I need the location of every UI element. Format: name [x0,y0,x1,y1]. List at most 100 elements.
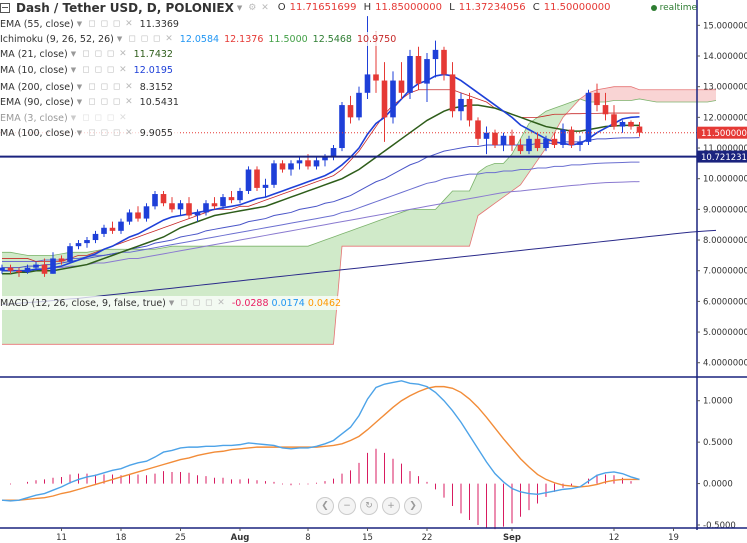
candle-body [7,267,14,271]
candle-body [432,49,439,60]
kumo-cloud-segment [418,209,427,247]
kumo-cloud-segment [503,154,512,198]
candle-body [237,190,243,201]
ohlc-values: O 11.71651699 H 11.85000000 L 11.37234056 C… [277,2,611,13]
zoom-in-icon[interactable]: + [382,497,400,515]
kumo-cloud-segment [197,246,206,345]
chevron-down-icon[interactable]: ▼ [70,114,77,122]
candle-body [186,203,192,216]
candle-body [585,92,592,142]
indicator-label[interactable]: MA (21, close) [0,48,68,60]
time-tick-label: 11 [56,533,67,543]
kumo-cloud-segment [427,209,436,247]
indicator-value: 12.0584 [179,33,220,45]
chevron-down-icon[interactable]: ▼ [76,129,83,137]
candle-body [75,243,82,247]
kumo-cloud-segment [520,123,529,185]
kumo-cloud-segment [350,227,359,247]
realtime-indicator: realtime [650,3,697,13]
candle-body [203,203,209,213]
candle-body [560,129,566,145]
price-tick-label: 10.00000000 [703,175,747,185]
candle-body [33,264,39,268]
indicator-buttons[interactable]: ◻ ◻ ◻ ✕ [82,49,128,59]
candle-body [41,264,48,274]
price-tick-label: 6.00000000 [703,297,747,307]
candle-body [16,270,22,273]
candle-body [330,148,337,158]
candle-body [568,129,575,145]
candle-body [551,138,558,145]
chevron-down-icon[interactable]: ▼ [236,3,243,12]
indicator-legend-row: MA (200, close) ▼ ◻ ◻ ◻ ✕ 8.3152 [0,80,178,94]
candle-body [424,59,430,84]
candle-body [24,267,31,273]
indicator-value: 11.3369 [139,18,179,30]
chevron-down-icon[interactable]: ▼ [70,50,77,58]
indicator-value: 12.1376 [224,33,264,45]
candle-body [254,169,260,188]
macd-line-value: 0.0174 [271,297,305,309]
indicator-label[interactable]: Ichimoku (9, 26, 52, 26) [0,33,114,45]
kumo-cloud-segment [631,86,640,101]
indicator-buttons[interactable]: ◻ ◻ ◻ ✕ [180,298,226,308]
indicator-label[interactable]: MA (100, close) [0,127,74,139]
kumo-cloud-segment [316,240,325,345]
indicator-buttons[interactable]: ◻ ◻ ◻ ✕ [82,113,128,123]
time-tick-label: Aug [231,533,250,543]
symbol-title[interactable]: Dash / Tether USD, D, POLONIEX [16,0,234,15]
scroll-left-icon[interactable]: ❮ [316,497,334,515]
kumo-cloud-segment [622,86,631,101]
kumo-cloud-segment [605,86,614,103]
candle-body [509,135,515,145]
indicator-buttons[interactable]: ◻ ◻ ◻ ✕ [88,82,134,92]
candle-body [313,160,320,167]
kumo-cloud-segment [478,166,487,216]
time-tick-label: 12 [609,533,620,543]
ma21-line [2,104,640,275]
chevron-down-icon[interactable]: ▼ [76,98,83,106]
reset-icon[interactable]: ↻ [360,497,378,515]
indicator-buttons[interactable]: ◻ ◻ ◻ ✕ [128,34,174,44]
candle-body [390,80,396,118]
indicator-label[interactable]: EMA (3, close) [0,112,68,124]
macd-legend: MACD (12, 26, close, 9, false, true) ▼ ◻… [0,296,342,310]
scroll-right-icon[interactable]: ❯ [404,497,422,515]
candle-body [135,212,141,219]
chevron-down-icon[interactable]: ▼ [76,20,83,28]
indicator-label[interactable]: EMA (55, close) [0,18,74,30]
ema55-line [2,137,640,269]
indicator-label[interactable]: EMA (90, close) [0,96,74,108]
chevron-down-icon[interactable]: ▼ [116,35,123,43]
ma200-line [1,229,717,305]
candle-body [279,163,286,170]
indicator-label[interactable]: MA (10, close) [0,64,68,76]
macd-signal-value: 0.0462 [307,297,342,309]
indicator-label[interactable]: MA (200, close) [0,81,74,93]
candle-body [517,144,524,152]
chevron-down-icon[interactable]: ▼ [70,66,77,74]
indicator-buttons[interactable]: ◻ ◻ ◻ ✕ [88,19,134,29]
zoom-out-icon[interactable]: − [338,497,356,515]
candle-body [296,160,303,164]
collapse-icon[interactable] [0,2,10,13]
kumo-cloud-segment [180,246,189,345]
kumo-cloud-segment [384,215,393,247]
time-tick-label: 15 [362,533,373,543]
macd-label[interactable]: MACD (12, 26, close, 9, false, true) [0,297,166,309]
candle-body [84,240,90,244]
indicator-buttons[interactable]: ◻ ◻ ◻ ✕ [88,97,134,107]
chevron-down-icon[interactable]: ▼ [76,83,83,91]
candle-body [534,138,541,149]
series-buttons[interactable]: ⚙ ✕ [248,2,270,13]
kumo-cloud-segment [206,246,215,345]
time-tick-label: 19 [668,533,679,543]
price-tick-label: 14.00000000 [703,52,747,62]
kumo-cloud-segment [444,190,453,247]
chevron-down-icon[interactable]: ▼ [168,299,175,307]
indicator-buttons[interactable]: ◻ ◻ ◻ ✕ [88,128,134,138]
candle-body [449,74,456,112]
indicator-buttons[interactable]: ◻ ◻ ◻ ✕ [82,65,128,75]
kumo-cloud-segment [512,138,521,191]
